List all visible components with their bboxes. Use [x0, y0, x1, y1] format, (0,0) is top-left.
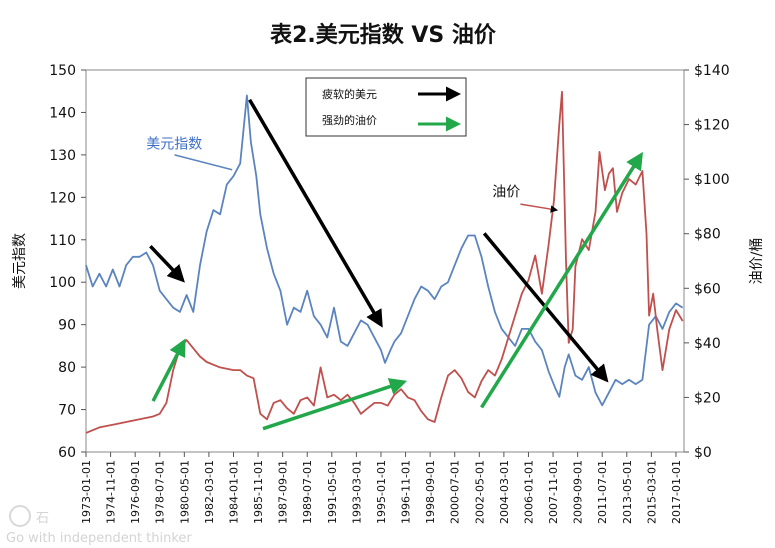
trend-arrow-strong-oil: [262, 378, 408, 431]
y-left-tick-label: 140: [49, 105, 76, 121]
x-tick-label: 2006-01-01: [522, 460, 535, 524]
y-left-tick-label: 110: [49, 233, 76, 249]
trend-arrow-weak-dollar: [149, 244, 185, 283]
y-right-tick-label: $60: [694, 281, 721, 297]
callout-line-oil: [520, 203, 559, 213]
series-line-oil-price: [85, 90, 684, 434]
callout-line-dollar: [174, 154, 233, 171]
y-left-tick-label: 90: [58, 318, 76, 334]
y-right-tick-label: $0: [694, 445, 712, 461]
y-left-tick-label: 130: [49, 148, 76, 164]
chart-title: 表2.美元指数 VS 油价: [270, 22, 497, 48]
x-tick-label: 1984-01-01: [227, 460, 240, 524]
x-tick-label: 1976-09-01: [129, 460, 142, 524]
x-tick-label: 2000-07-01: [449, 460, 462, 524]
y-left-tick-label: 60: [58, 445, 76, 461]
y-right-tick-label: $40: [694, 336, 721, 352]
x-tick-label: 1973-01-01: [80, 460, 93, 524]
x-tick-label: 1980-05-01: [178, 460, 191, 524]
y-right-tick-label: $120: [694, 118, 730, 134]
watermark: 石 Go with independent thinker: [6, 505, 192, 546]
y-left-tick-label: 80: [58, 360, 76, 376]
y-right-tick-label: $100: [694, 172, 730, 188]
x-tick-label: 1991-05-01: [326, 460, 339, 524]
watermark-brand: 石: [36, 511, 49, 526]
y-right-label: 油价/桶: [749, 238, 765, 285]
x-tick-label: 1993-03-01: [350, 460, 363, 524]
watermark-tagline: Go with independent thinker: [6, 531, 192, 546]
x-tick-label: 2009-09-01: [572, 460, 585, 524]
y-left-ticks: 60 70 80 90 100 110 120 130 140 150: [49, 63, 86, 461]
trend-arrow-strong-oil: [151, 338, 186, 402]
y-right-ticks: $0 $20 $40 $60 $80 $100 $120 $140: [684, 63, 730, 461]
y-left-tick-label: 120: [49, 190, 76, 206]
x-tick-label: 1989-07-01: [301, 460, 314, 524]
y-right-tick-label: $80: [694, 227, 721, 243]
y-left-tick-label: 150: [49, 63, 76, 79]
x-tick-label: 2002-05-01: [473, 460, 486, 524]
x-tick-label: 1978-07-01: [154, 460, 167, 524]
x-ticks: 1973-01-01 1974-11-01 1976-09-01 1978-07-01…: [80, 452, 683, 524]
x-tick-label: 2004-03-01: [498, 460, 511, 524]
y-left-label: 美元指数: [12, 233, 28, 289]
annotation-oil-price: 油价: [492, 185, 520, 201]
legend-label-strong-oil: 强劲的油价: [322, 113, 377, 127]
x-tick-label: 1995-01-01: [375, 460, 388, 524]
x-tick-label: 2011-07-01: [596, 460, 609, 524]
trend-arrow-weak-dollar: [248, 98, 383, 328]
legend-label-weak-dollar: 疲软的美元: [322, 87, 377, 101]
series-layer: [85, 90, 684, 434]
series-line-dollar-index: [85, 94, 684, 407]
x-tick-label: 2017-01-01: [670, 460, 683, 524]
x-tick-label: 2007-11-01: [547, 460, 560, 524]
trend-arrows: [149, 98, 643, 431]
y-right-tick-label: $140: [694, 63, 730, 79]
legend: 疲软的美元 强劲的油价: [305, 77, 467, 137]
x-tick-label: 1996-11-01: [400, 460, 413, 524]
x-tick-label: 1982-03-01: [203, 460, 216, 524]
watermark-logo-icon: [9, 505, 31, 527]
x-tick-label: 1974-11-01: [105, 460, 118, 524]
y-right-tick-label: $20: [694, 390, 721, 406]
annotation-dollar-index: 美元指数: [146, 137, 202, 153]
y-left-tick-label: 100: [49, 275, 76, 291]
x-tick-label: 2015-03-01: [645, 460, 658, 524]
callouts: [174, 154, 559, 213]
x-tick-label: 1985-11-01: [252, 460, 265, 524]
trend-arrow-strong-oil: [480, 151, 643, 409]
x-tick-label: 1998-09-01: [424, 460, 437, 524]
x-tick-label: 1987-09-01: [277, 460, 290, 524]
x-tick-label: 2013-05-01: [621, 460, 634, 524]
y-left-tick-label: 70: [58, 403, 76, 419]
